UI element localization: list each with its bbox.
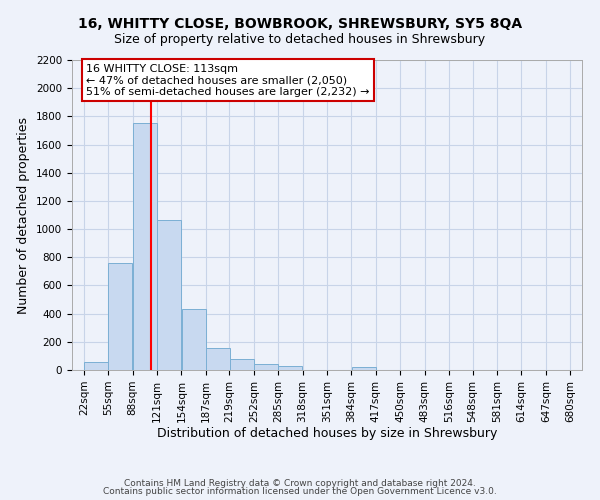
Bar xyxy=(157,220,181,370)
Bar xyxy=(254,364,278,370)
Bar xyxy=(182,310,206,370)
Bar xyxy=(109,263,133,370)
Text: 16, WHITTY CLOSE, BOWBROOK, SHREWSBURY, SY5 8QA: 16, WHITTY CLOSE, BOWBROOK, SHREWSBURY, … xyxy=(78,18,522,32)
Bar xyxy=(133,124,157,370)
Bar xyxy=(278,366,302,370)
Bar xyxy=(230,358,254,370)
X-axis label: Distribution of detached houses by size in Shrewsbury: Distribution of detached houses by size … xyxy=(157,428,497,440)
Bar xyxy=(206,348,230,370)
Bar xyxy=(84,362,108,370)
Text: 16 WHITTY CLOSE: 113sqm
← 47% of detached houses are smaller (2,050)
51% of semi: 16 WHITTY CLOSE: 113sqm ← 47% of detache… xyxy=(86,64,370,96)
Text: Contains HM Land Registry data © Crown copyright and database right 2024.: Contains HM Land Registry data © Crown c… xyxy=(124,478,476,488)
Text: Contains public sector information licensed under the Open Government Licence v3: Contains public sector information licen… xyxy=(103,487,497,496)
Text: Size of property relative to detached houses in Shrewsbury: Size of property relative to detached ho… xyxy=(115,32,485,46)
Y-axis label: Number of detached properties: Number of detached properties xyxy=(17,116,31,314)
Bar xyxy=(352,367,376,370)
